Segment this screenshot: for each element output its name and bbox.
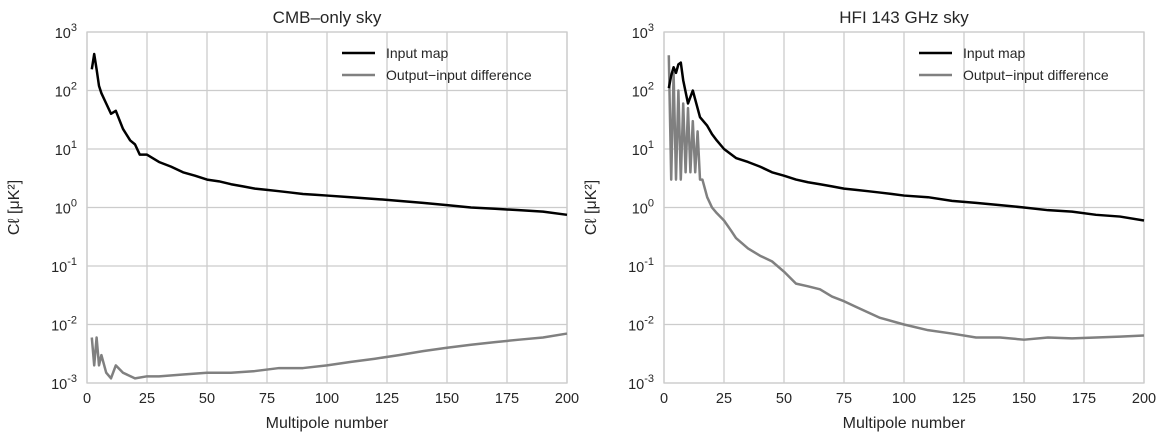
y-tick-label: 10-1 (628, 256, 654, 276)
y-axis-label: Cℓ [μK²] (6, 180, 23, 235)
series-line-difference (90, 332, 568, 380)
y-tick-label: 102 (55, 81, 77, 101)
series-line-input-map (90, 52, 568, 217)
y-tick-label: 10-2 (628, 315, 654, 335)
panel-hfi-143: 0 25 50 75 100 125 150 175 200 10-3 10-2 10-1 100 101… (583, 8, 1156, 432)
x-tick-label: 200 (555, 391, 579, 407)
chart-title: HFI 143 GHz sky (839, 8, 969, 27)
y-tick-label: 102 (632, 81, 654, 101)
legend-label: Output−input difference (963, 67, 1109, 83)
x-tick-label: 100 (315, 391, 339, 407)
legend-label: Input map (386, 45, 448, 61)
y-tick-label: 101 (632, 139, 654, 159)
y-tick-label: 10-2 (51, 315, 77, 335)
x-tick-label: 0 (83, 391, 91, 407)
x-tick-label: 100 (892, 391, 916, 407)
x-tick-label: 75 (836, 391, 852, 407)
panel-cmb-only: 0 25 50 75 100 125 150 175 200 10-3 10-2 10-1 100 101… (6, 8, 579, 432)
y-tick-label: 10-3 (51, 373, 77, 393)
chart-title: CMB–only sky (273, 8, 382, 27)
y-tick-label: 103 (55, 22, 77, 42)
y-tick-label: 101 (55, 139, 77, 159)
legend-label: Output−input difference (386, 67, 532, 83)
x-tick-label: 25 (716, 391, 732, 407)
x-tick-label: 150 (435, 391, 459, 407)
x-tick-label: 50 (199, 391, 215, 407)
plot-frame (86, 31, 568, 384)
x-tick-label: 25 (139, 391, 155, 407)
y-tick-label: 10-1 (51, 256, 77, 276)
x-tick-label: 200 (1132, 391, 1156, 407)
x-axis-label: Multipole number (266, 415, 389, 432)
y-tick-label: 100 (55, 198, 77, 218)
x-tick-label: 175 (495, 391, 519, 407)
x-axis-label: Multipole number (843, 415, 966, 432)
x-tick-label: 125 (375, 391, 399, 407)
x-tick-label: 125 (952, 391, 976, 407)
series-line-input-map (667, 61, 1145, 222)
legend-label: Input map (963, 45, 1025, 61)
x-tick-label: 175 (1072, 391, 1096, 407)
x-tick-label: 0 (660, 391, 668, 407)
x-tick-label: 150 (1012, 391, 1036, 407)
y-tick-label: 100 (632, 198, 654, 218)
plot-frame (663, 31, 1145, 384)
x-tick-label: 75 (259, 391, 275, 407)
x-tick-label: 50 (776, 391, 792, 407)
series-line-difference (667, 55, 1145, 341)
y-tick-label: 10-3 (628, 373, 654, 393)
y-tick-label: 103 (632, 22, 654, 42)
y-axis-label: Cℓ [μK²] (583, 180, 600, 235)
